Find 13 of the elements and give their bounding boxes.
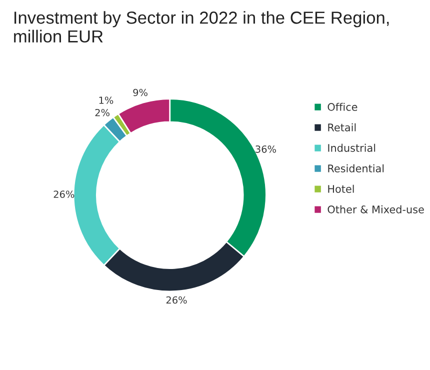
data-label: 36% bbox=[256, 145, 276, 153]
legend-label: Retail bbox=[328, 123, 356, 132]
chart-title: Investment by Sector in 2022 in the CEE Region, million EUR bbox=[14, 11, 389, 43]
data-label: 1% bbox=[99, 96, 114, 104]
legend-label: Industrial bbox=[328, 144, 376, 152]
data-label: 26% bbox=[54, 190, 74, 198]
legend-label: Residential bbox=[328, 164, 384, 172]
data-label: 9% bbox=[133, 88, 148, 96]
legend-label: Office bbox=[328, 102, 358, 111]
legend-label: Other & Mixed-use bbox=[328, 205, 424, 214]
legend-label: Hotel bbox=[328, 184, 354, 193]
data-label: 2% bbox=[95, 108, 110, 116]
data-label: 26% bbox=[166, 296, 187, 304]
